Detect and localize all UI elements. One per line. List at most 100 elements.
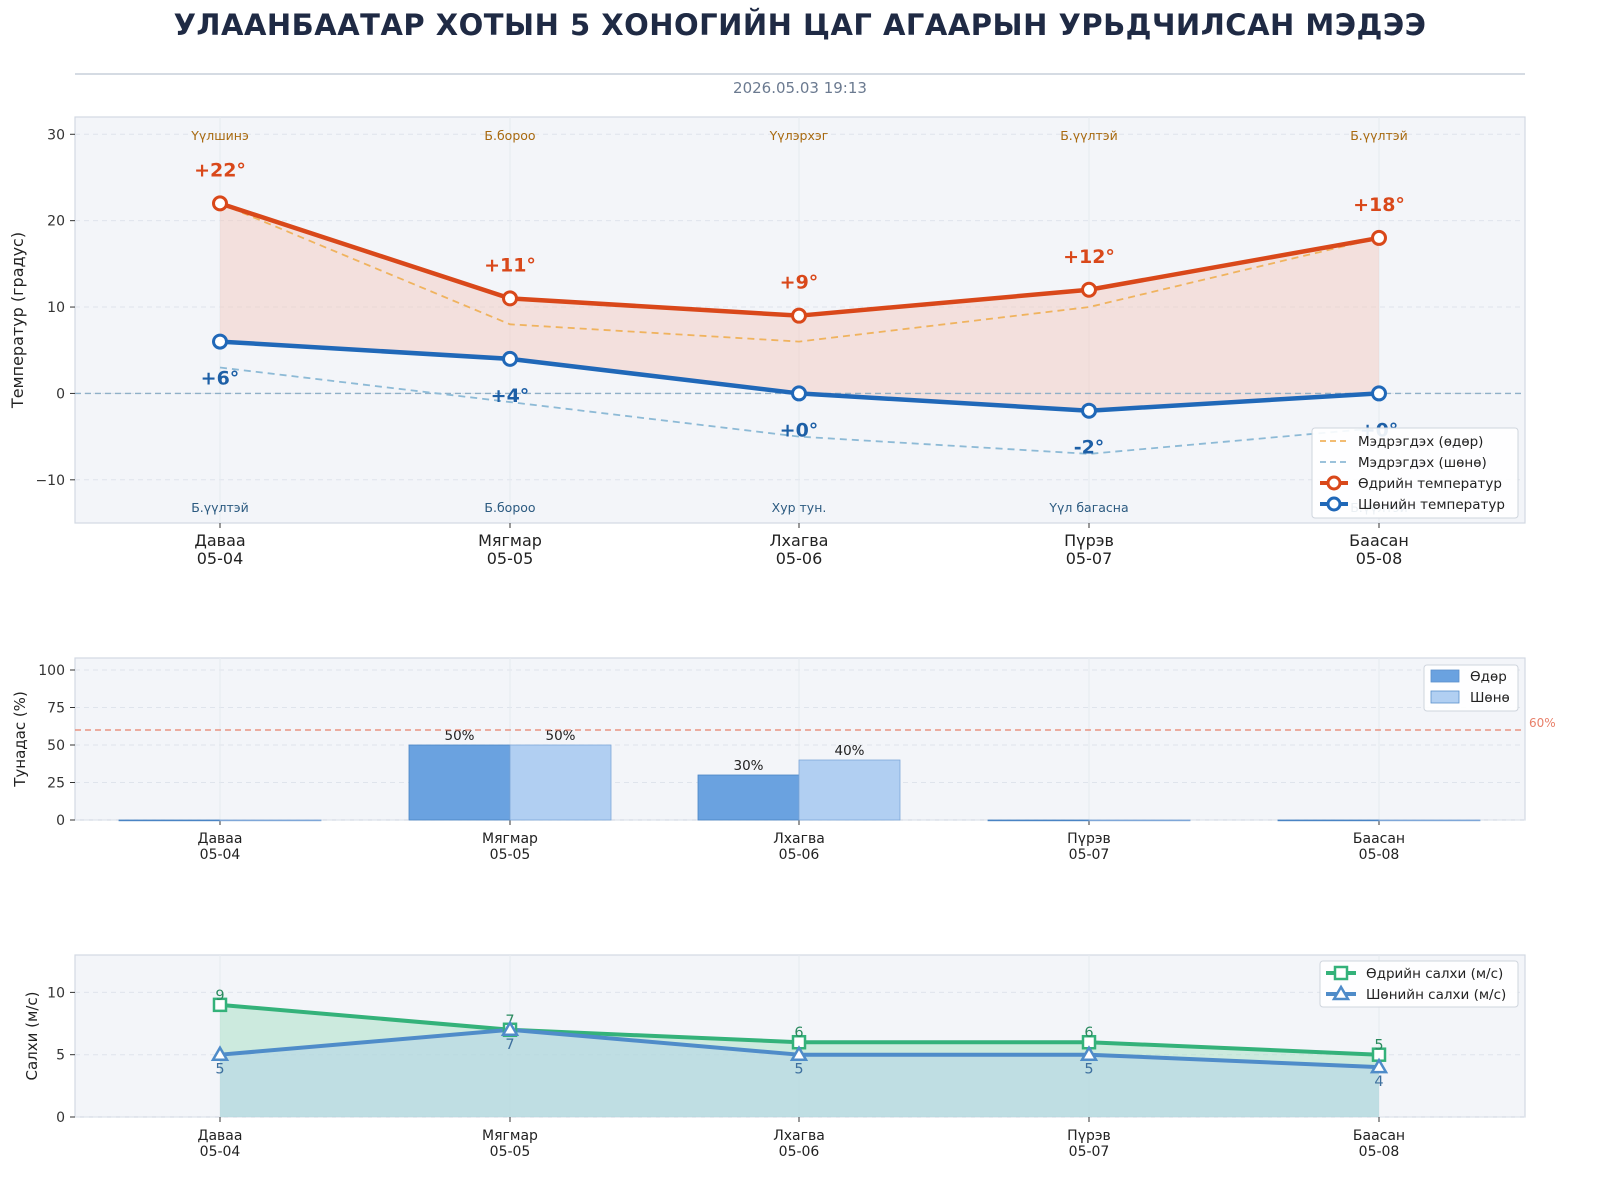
night-wind-point bbox=[1079, 1045, 1099, 1061]
day-wind-label: 5 bbox=[1374, 1038, 1383, 1054]
y-tick-label: 20 bbox=[47, 214, 65, 230]
night-wind-label: 7 bbox=[505, 1037, 514, 1053]
night-condition-label: Б.бороо bbox=[484, 500, 535, 515]
night-precipitation-bar bbox=[798, 759, 901, 821]
y-tick-label: 0 bbox=[56, 386, 65, 402]
temperature-panel: −10 0 10 20 30 +22° +11° +9° +12° +18° +6° +4° +0° -2… bbox=[8, 116, 1526, 568]
night-temperature-point bbox=[1371, 385, 1387, 402]
x-tick-label: Лхагва bbox=[773, 831, 825, 847]
legend-label: Шөнийн салхи (м/с) bbox=[1366, 987, 1506, 1003]
day-precipitation-bar bbox=[697, 774, 800, 821]
day-temperature-point bbox=[212, 195, 228, 212]
x-tick-label: 05-06 bbox=[776, 549, 823, 568]
precipitation-legend: Өдөр Шөнө bbox=[1423, 664, 1519, 712]
x-tick-label: 05-08 bbox=[1356, 549, 1403, 568]
legend-label: Өдрийн температур bbox=[1358, 476, 1502, 492]
night-temperature-point bbox=[502, 350, 518, 367]
x-tick-label: Баасан bbox=[1353, 831, 1405, 847]
legend-box bbox=[1319, 960, 1519, 1008]
day-wind-label: 6 bbox=[1084, 1025, 1093, 1041]
x-tick-label: 05-07 bbox=[1069, 847, 1110, 863]
day-condition-label: Б.бороо bbox=[484, 128, 535, 143]
night-precipitation-bar bbox=[1088, 819, 1191, 822]
page-title: УЛААНБААТАР ХОТЫН 5 ХОНОГИЙН ЦАГ АГААРЫН… bbox=[173, 8, 1427, 42]
x-tick-label: Мягмар bbox=[482, 831, 538, 847]
day-wind-point bbox=[212, 997, 228, 1013]
x-tick-label: Мягмар bbox=[478, 531, 542, 550]
night-wind-point bbox=[500, 1020, 520, 1037]
night-temperature-point bbox=[212, 333, 228, 350]
night-precipitation-label: 40% bbox=[834, 743, 864, 759]
x-tick-label: Баасан bbox=[1353, 1128, 1405, 1144]
night-temperature-label: +6° bbox=[201, 368, 240, 390]
x-tick-label: Пүрэв bbox=[1067, 831, 1111, 847]
day-temperature-point bbox=[791, 307, 807, 324]
day-temperature-label: +18° bbox=[1353, 194, 1405, 216]
y-tick-label: 0 bbox=[56, 1110, 65, 1126]
y-tick-label: 0 bbox=[56, 813, 65, 829]
day-condition-label: Үүлшинэ bbox=[190, 128, 249, 143]
y-axis-label: Тунадас (%) bbox=[11, 691, 29, 788]
y-tick-label: 25 bbox=[47, 776, 65, 792]
y-tick-label: 30 bbox=[47, 127, 65, 143]
night-wind-label: 5 bbox=[1084, 1062, 1093, 1078]
temperature-legend: Мэдрэгдэх (өдөр) Мэдрэгдэх (шөнө) Өдрийн т… bbox=[1311, 427, 1519, 519]
legend-label: Өдрийн салхи (м/с) bbox=[1366, 966, 1503, 982]
night-temperature-label: +0° bbox=[780, 419, 819, 441]
y-tick-label: 10 bbox=[47, 300, 65, 316]
y-tick-label: −10 bbox=[35, 473, 65, 489]
x-tick-label: 05-04 bbox=[197, 549, 244, 568]
day-temperature-label: +12° bbox=[1063, 246, 1115, 268]
y-tick-label: 50 bbox=[47, 738, 65, 754]
x-tick-label: Пүрэв bbox=[1064, 531, 1114, 550]
x-tick-label: Даваа bbox=[194, 531, 245, 550]
day-condition-label: Б.үүлтэй bbox=[1350, 128, 1408, 143]
y-axis-label: Салхи (м/с) bbox=[23, 992, 41, 1081]
x-tick-label: Пүрэв bbox=[1067, 1128, 1111, 1144]
day-temperature-label: +11° bbox=[484, 254, 536, 276]
wind-panel: 05109766557554Салхи (м/с)Даваа05-04Мягма… bbox=[23, 954, 1526, 1160]
night-wind-point bbox=[1369, 1057, 1389, 1074]
legend-label: Өдөр bbox=[1470, 669, 1507, 685]
legend-label: Мэдрэгдэх (өдөр) bbox=[1358, 434, 1483, 450]
day-temperature-point bbox=[1081, 281, 1097, 298]
day-precipitation-bar bbox=[987, 819, 1090, 822]
y-tick-label: 100 bbox=[38, 663, 65, 679]
night-temperature-point bbox=[791, 385, 807, 402]
x-tick-label: 05-04 bbox=[200, 1144, 241, 1160]
night-wind-point bbox=[210, 1045, 230, 1061]
day-temperature-label: +22° bbox=[194, 159, 246, 181]
x-tick-label: Лхагва bbox=[773, 1128, 825, 1144]
title-divider bbox=[75, 73, 1525, 75]
wind-legend: Өдрийн салхи (м/с) Шөнийн салхи (м/с) bbox=[1319, 960, 1519, 1008]
x-tick-label: 05-08 bbox=[1359, 847, 1400, 863]
legend-marker bbox=[1333, 965, 1349, 981]
day-condition-label: Б.үүлтэй bbox=[1060, 128, 1118, 143]
threshold-label: 60% bbox=[1529, 716, 1556, 730]
y-tick-label: 75 bbox=[47, 701, 65, 717]
legend-swatch bbox=[1430, 690, 1460, 704]
legend-label: Мэдрэгдэх (шөнө) bbox=[1358, 455, 1487, 471]
night-wind-label: 4 bbox=[1374, 1074, 1383, 1090]
x-tick-label: 05-04 bbox=[200, 847, 241, 863]
day-precipitation-label: 30% bbox=[733, 758, 763, 774]
y-tick-label: 5 bbox=[56, 1048, 65, 1064]
night-precipitation-bar bbox=[1378, 819, 1481, 822]
day-wind-label: 9 bbox=[215, 988, 224, 1004]
feels-like-night-line bbox=[219, 366, 1380, 455]
y-axis-label: Температур (градус) bbox=[8, 232, 27, 409]
day-precipitation-label: 50% bbox=[444, 728, 474, 744]
night-temperature-label: -2° bbox=[1074, 437, 1105, 459]
x-tick-label: 05-08 bbox=[1359, 1144, 1400, 1160]
night-temperature-label: +4° bbox=[491, 385, 530, 407]
legend-label: Шөнө bbox=[1470, 690, 1510, 706]
night-precipitation-label: 50% bbox=[545, 728, 575, 744]
day-temperature-point bbox=[502, 290, 518, 307]
night-wind-label: 5 bbox=[794, 1062, 803, 1078]
legend-marker bbox=[1326, 496, 1342, 512]
temperature-range-fill bbox=[220, 203, 1379, 411]
night-precipitation-bar bbox=[219, 819, 322, 822]
day-precipitation-bar bbox=[118, 819, 221, 822]
night-temperature-point bbox=[1081, 402, 1097, 419]
